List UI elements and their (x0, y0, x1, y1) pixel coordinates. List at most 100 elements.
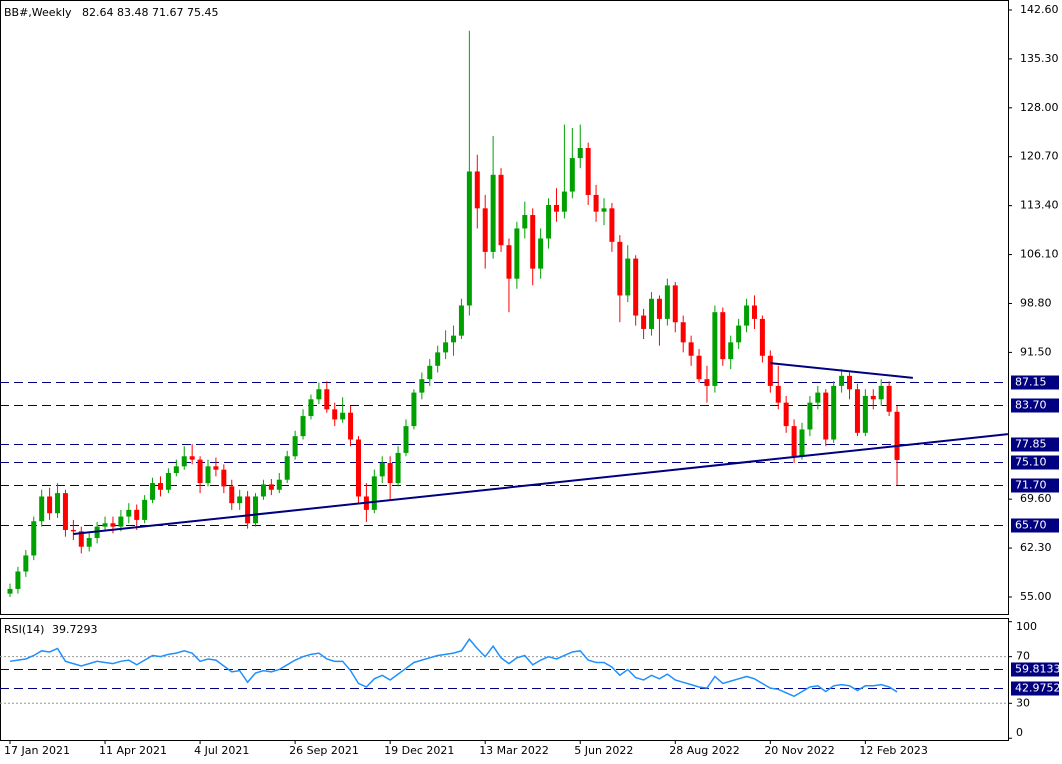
y-tick-label: 142.60 (1020, 3, 1059, 16)
candle-body (31, 521, 37, 556)
candle-body (894, 411, 900, 460)
candle-body (419, 379, 425, 393)
candle-body (355, 439, 361, 497)
candle-body (387, 462, 393, 484)
x-tick-label: 28 Aug 2022 (669, 744, 739, 757)
candle-body (332, 409, 338, 420)
candle-body (870, 395, 876, 400)
candle-body (474, 171, 480, 209)
candle-body (831, 385, 837, 440)
rsi-value: 39.7293 (52, 623, 98, 636)
y-tick-label: 98.80 (1020, 296, 1052, 309)
candle-body (348, 412, 354, 440)
candle-body (15, 571, 21, 589)
candle-body (744, 305, 750, 326)
candle-body (862, 395, 868, 433)
candle-body (736, 325, 742, 343)
candle-body (625, 258, 631, 296)
x-tick-label: 12 Feb 2023 (859, 744, 927, 757)
candle-body (759, 318, 765, 356)
level-label: 42.9752 (1015, 682, 1061, 695)
candle-body (530, 215, 536, 269)
candle-body (886, 385, 892, 412)
candle-body (189, 456, 195, 460)
candle-body (609, 208, 615, 242)
y-tick-label: 128.00 (1020, 101, 1059, 114)
candle-body (514, 228, 520, 279)
candle-body (458, 305, 464, 336)
candle-body (165, 473, 171, 490)
candle-body (680, 322, 686, 343)
level-box (1011, 518, 1059, 533)
price-panel (0, 0, 1009, 615)
candle-body (181, 456, 187, 467)
candle-body (522, 215, 528, 229)
candle-body (324, 389, 330, 410)
candle-body (55, 493, 61, 514)
candle-body (799, 429, 805, 457)
candle-body (276, 479, 282, 490)
candle-body (672, 285, 678, 323)
x-tick-label: 5 Jun 2022 (574, 744, 633, 757)
level-label: 83.70 (1015, 399, 1047, 412)
candle-body (142, 499, 148, 520)
x-tick-label: 17 Jan 2021 (4, 744, 70, 757)
candle-body (704, 379, 710, 386)
candle-body (118, 516, 124, 527)
candle-body (316, 389, 322, 400)
candle-body (466, 171, 472, 306)
candle-body (260, 484, 266, 497)
candle-body (157, 483, 163, 490)
candle-body (656, 298, 662, 319)
rsi-title: RSI(14) (4, 623, 44, 636)
candle-body (553, 204, 559, 212)
candle-body (379, 462, 385, 477)
candle-body (205, 466, 211, 484)
candle-body (482, 208, 488, 252)
candle-body (300, 416, 306, 437)
symbol-title: BB#,Weekly (4, 6, 72, 19)
candle-body (253, 496, 259, 524)
candle-body (443, 342, 449, 353)
candle-body (633, 258, 639, 316)
candle-body (569, 158, 575, 192)
trendline (770, 362, 913, 379)
candle-body (546, 204, 552, 239)
candle-body (221, 469, 227, 487)
candle-body (39, 496, 45, 522)
candle-body (823, 392, 829, 440)
candle-body (102, 523, 108, 527)
candle-body (173, 466, 179, 474)
level-label: 75.10 (1015, 456, 1047, 469)
candle-body (490, 174, 496, 252)
rsi-line (9, 637, 898, 698)
level-label: 59.8133 (1015, 663, 1061, 676)
candle-body (847, 375, 853, 390)
candle-body (371, 476, 377, 510)
candle-body (245, 496, 251, 524)
rsi-tick-label: 100 (1016, 620, 1037, 633)
candle-body (23, 555, 29, 572)
candle-body (340, 412, 346, 420)
candle-body (538, 238, 544, 269)
candle-body (403, 426, 409, 453)
rsi-tick-label: 70 (1016, 650, 1030, 663)
candle-body (728, 342, 734, 360)
candle-body (878, 385, 884, 400)
candle-body (62, 493, 68, 530)
level-box (1011, 455, 1059, 470)
candle-body (229, 486, 235, 504)
x-tick-label: 4 Jul 2021 (194, 744, 249, 757)
candle-body (641, 315, 647, 329)
candle-body (7, 588, 13, 594)
y-tick-label: 113.40 (1020, 199, 1059, 212)
y-tick-label: 135.30 (1020, 52, 1059, 65)
candle-body (435, 352, 441, 366)
candle-body (126, 509, 132, 517)
x-tick-label: 19 Dec 2021 (384, 744, 454, 757)
candle-body (696, 355, 702, 380)
candle-body (395, 452, 401, 484)
candle-body (664, 285, 670, 319)
candle-body (411, 392, 417, 427)
candle-body (751, 305, 757, 319)
